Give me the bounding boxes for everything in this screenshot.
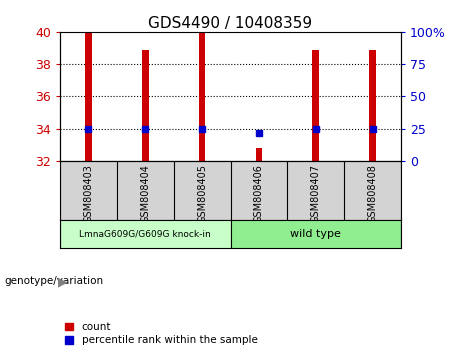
Bar [369, 50, 376, 161]
Text: wild type: wild type [290, 229, 341, 239]
Text: GSM808407: GSM808407 [311, 164, 321, 223]
Bar [60, 219, 230, 248]
Legend: count, percentile rank within the sample: count, percentile rank within the sample [65, 322, 258, 345]
Text: GSM808405: GSM808405 [197, 164, 207, 223]
Text: GSM808408: GSM808408 [367, 164, 378, 223]
Text: GSM808404: GSM808404 [140, 164, 150, 223]
Text: genotype/variation: genotype/variation [5, 276, 104, 286]
Text: GSM808403: GSM808403 [83, 164, 94, 223]
Bar [255, 148, 262, 161]
Text: GSM808406: GSM808406 [254, 164, 264, 223]
Bar [230, 219, 401, 248]
Text: LmnaG609G/G609G knock-in: LmnaG609G/G609G knock-in [79, 229, 211, 238]
Bar [85, 32, 92, 161]
Title: GDS4490 / 10408359: GDS4490 / 10408359 [148, 16, 313, 31]
Bar [313, 50, 319, 161]
Bar [142, 50, 148, 161]
Bar [199, 32, 206, 161]
Text: ▶: ▶ [58, 275, 67, 288]
